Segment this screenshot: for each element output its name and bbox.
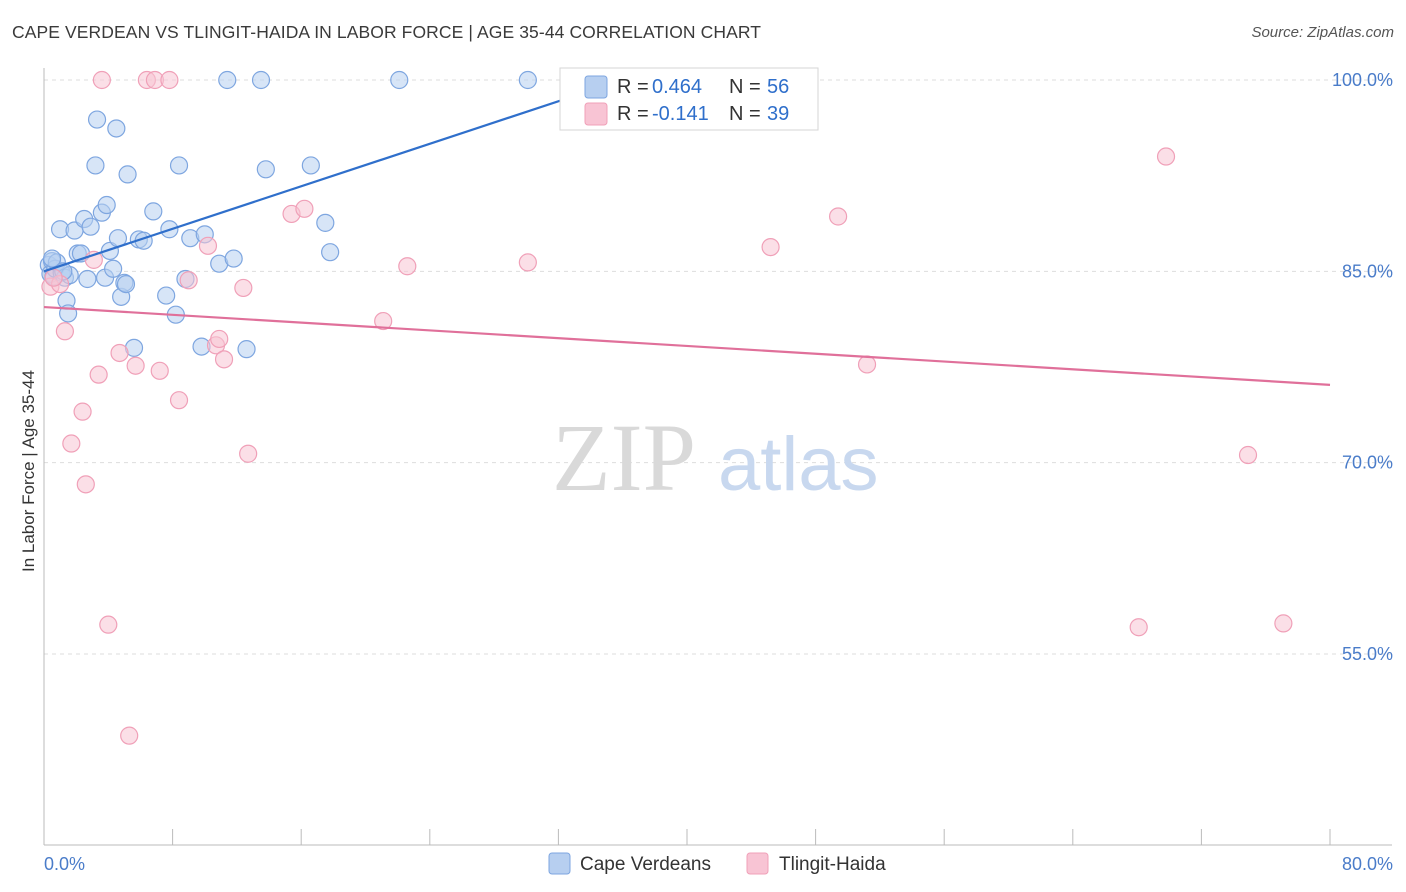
- point-tlingit-haida-25: [374, 311, 393, 331]
- point-cape-verdeans-16: [78, 269, 97, 289]
- point-tlingit-haida-31: [857, 355, 877, 374]
- point-cape-verdeans-29: [118, 165, 137, 184]
- point-tlingit-haida-16: [179, 271, 198, 290]
- bottom-legend-swatch-tlingit-haida: [746, 852, 769, 875]
- point-tlingit-haida-33: [1156, 147, 1176, 166]
- tick-labels: 100.0% 85.0% 70.0% 55.0% 0.0% 80.0%: [44, 70, 1393, 874]
- y-tick-label-3: 55.0%: [1342, 644, 1393, 664]
- point-tlingit-haida-26: [398, 257, 417, 276]
- point-tlingit-haida-2: [62, 434, 81, 453]
- legend-n-value-0: 56: [767, 76, 789, 98]
- point-cape-verdeans-17: [81, 217, 100, 236]
- point-tlingit-haida-7: [99, 615, 118, 634]
- y-axis-title: In Labor Force | Age 35-44: [19, 370, 38, 572]
- legend-swatch-tlingit-haida: [584, 102, 608, 126]
- legend-r-value-1: -0.141: [652, 103, 709, 125]
- point-tlingit-haida-38: [44, 268, 63, 287]
- point-tlingit-haida-35: [1274, 614, 1293, 633]
- legend-r-label-1: R =: [617, 103, 649, 125]
- point-cape-verdeans-33: [144, 202, 163, 221]
- point-cape-verdeans-22: [97, 195, 116, 215]
- axes: [43, 68, 1392, 846]
- point-cape-verdeans-37: [169, 156, 189, 175]
- y-tick-label-2: 70.0%: [1342, 453, 1393, 473]
- point-tlingit-haida-21: [234, 278, 253, 298]
- point-cape-verdeans-34: [157, 286, 176, 305]
- bottom-legend-label-tlingit-haida: Tlingit-Haida: [779, 854, 886, 875]
- trend-line-tlingit-haida: [43, 305, 1331, 386]
- y-tick-label-1: 85.0%: [1342, 261, 1393, 281]
- point-tlingit-haida-36: [92, 70, 111, 90]
- point-cape-verdeans-18: [87, 110, 107, 129]
- point-tlingit-haida-30: [829, 207, 848, 226]
- point-tlingit-haida-10: [126, 356, 145, 375]
- point-tlingit-haida-17: [198, 236, 218, 255]
- gridlines: [44, 79, 1392, 655]
- point-tlingit-haida-14: [160, 70, 179, 90]
- point-cape-verdeans-52: [518, 70, 537, 90]
- point-tlingit-haida-15: [169, 391, 189, 410]
- legend-r-value-0: 0.464: [652, 76, 702, 98]
- watermark-atlas: atlas: [718, 422, 879, 507]
- source-label: Source: ZipAtlas.com: [1251, 24, 1394, 41]
- point-tlingit-haida-9: [120, 726, 139, 745]
- point-cape-verdeans-51: [390, 70, 409, 90]
- point-tlingit-haida-32: [1129, 618, 1148, 637]
- point-cape-verdeans-44: [224, 249, 243, 268]
- point-cape-verdeans-48: [301, 156, 320, 175]
- point-tlingit-haida-24: [295, 199, 314, 218]
- point-tlingit-haida-34: [1238, 445, 1258, 465]
- watermark-zip: ZIP: [552, 404, 696, 511]
- point-cape-verdeans-55: [116, 274, 136, 294]
- point-tlingit-haida-20: [214, 350, 234, 369]
- point-tlingit-haida-27: [518, 253, 537, 272]
- point-tlingit-haida-13: [150, 361, 169, 380]
- point-tlingit-haida-4: [76, 475, 95, 494]
- legend-swatch-cape-verdeans: [584, 75, 608, 99]
- point-tlingit-haida-6: [89, 365, 108, 384]
- point-cape-verdeans-43: [218, 70, 237, 90]
- point-cape-verdeans-53: [42, 249, 62, 268]
- series-cape-verdeans-points: [39, 70, 537, 359]
- legend-n-value-1: 39: [767, 103, 789, 125]
- point-cape-verdeans-24: [104, 259, 123, 278]
- y-tick-label-0: 100.0%: [1332, 70, 1393, 90]
- point-tlingit-haida-29: [761, 237, 780, 257]
- trend-line-cape-verdeans: [43, 78, 624, 273]
- chart-title: CAPE VERDEAN VS TLINGIT-HAIDA IN LABOR F…: [12, 22, 762, 42]
- x-tick-label-min: 0.0%: [44, 854, 85, 874]
- point-tlingit-haida-19: [210, 329, 229, 349]
- point-cape-verdeans-47: [256, 160, 275, 179]
- legend-r-label-0: R =: [617, 76, 649, 98]
- x-tick-label-max: 80.0%: [1342, 854, 1393, 874]
- legend-n-label-1: N =: [729, 103, 761, 125]
- point-cape-verdeans-46: [251, 70, 271, 90]
- point-tlingit-haida-22: [239, 444, 258, 463]
- legend-n-label-0: N =: [729, 76, 761, 98]
- point-cape-verdeans-25: [107, 119, 126, 138]
- bottom-legend-swatch-cape-verdeans: [548, 852, 571, 875]
- point-tlingit-haida-8: [110, 343, 129, 363]
- point-cape-verdeans-50: [321, 243, 340, 262]
- point-cape-verdeans-19: [86, 156, 105, 175]
- point-tlingit-haida-3: [73, 402, 92, 421]
- bottom-legend-label-cape-verdeans: Cape Verdeans: [580, 854, 711, 875]
- series-legend: Cape Verdeans Tlingit-Haida: [548, 852, 886, 875]
- point-cape-verdeans-45: [237, 340, 256, 359]
- correlation-legend: R = 0.464 N = 56 R = -0.141 N = 39: [559, 67, 819, 131]
- trend-lines: [43, 78, 1331, 386]
- point-tlingit-haida-1: [55, 322, 74, 341]
- point-cape-verdeans-49: [316, 213, 335, 232]
